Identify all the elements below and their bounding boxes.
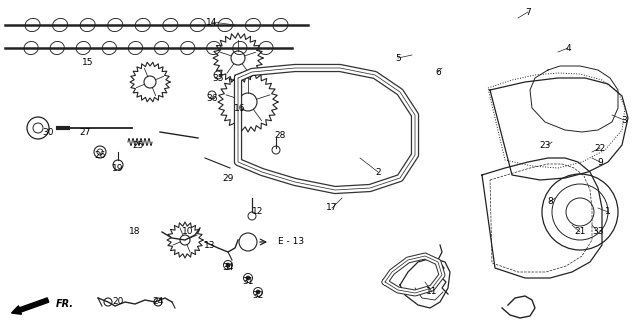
Text: 25: 25	[132, 140, 144, 149]
Text: 27: 27	[79, 127, 91, 137]
Text: 8: 8	[547, 197, 553, 206]
Text: 2: 2	[375, 167, 381, 177]
Text: 19: 19	[112, 164, 123, 172]
Text: 9: 9	[597, 157, 603, 166]
Text: 22: 22	[594, 143, 606, 153]
Text: 34: 34	[222, 263, 234, 273]
Text: 26: 26	[94, 150, 106, 159]
Circle shape	[256, 290, 260, 294]
Text: 24: 24	[153, 298, 163, 307]
Circle shape	[246, 276, 250, 280]
Text: 13: 13	[204, 241, 216, 250]
Text: 5: 5	[395, 53, 401, 62]
Text: 33: 33	[592, 228, 604, 236]
Text: 11: 11	[426, 287, 438, 297]
Text: 30: 30	[42, 127, 54, 137]
Text: FR.: FR.	[56, 299, 74, 309]
Text: E - 13: E - 13	[278, 237, 304, 246]
FancyArrow shape	[11, 298, 49, 314]
Text: 4: 4	[565, 44, 571, 52]
Text: 20: 20	[112, 298, 123, 307]
Text: 12: 12	[253, 207, 264, 217]
Circle shape	[226, 263, 230, 267]
Text: 17: 17	[326, 204, 338, 212]
Text: 16: 16	[234, 103, 246, 113]
Text: 28: 28	[274, 131, 285, 140]
Text: 3: 3	[621, 116, 627, 124]
Text: 32: 32	[253, 291, 264, 300]
Text: 35: 35	[212, 74, 223, 83]
Text: 21: 21	[574, 228, 586, 236]
Text: 15: 15	[82, 58, 94, 67]
Text: 6: 6	[435, 68, 441, 76]
Text: 10: 10	[182, 228, 194, 236]
Text: 29: 29	[222, 173, 234, 182]
Text: 1: 1	[605, 207, 611, 217]
Text: 23: 23	[539, 140, 551, 149]
Text: 18: 18	[129, 228, 141, 236]
Text: 31: 31	[242, 277, 254, 286]
Text: 14: 14	[206, 18, 218, 27]
Text: 36: 36	[206, 93, 218, 102]
Text: 7: 7	[525, 7, 531, 17]
